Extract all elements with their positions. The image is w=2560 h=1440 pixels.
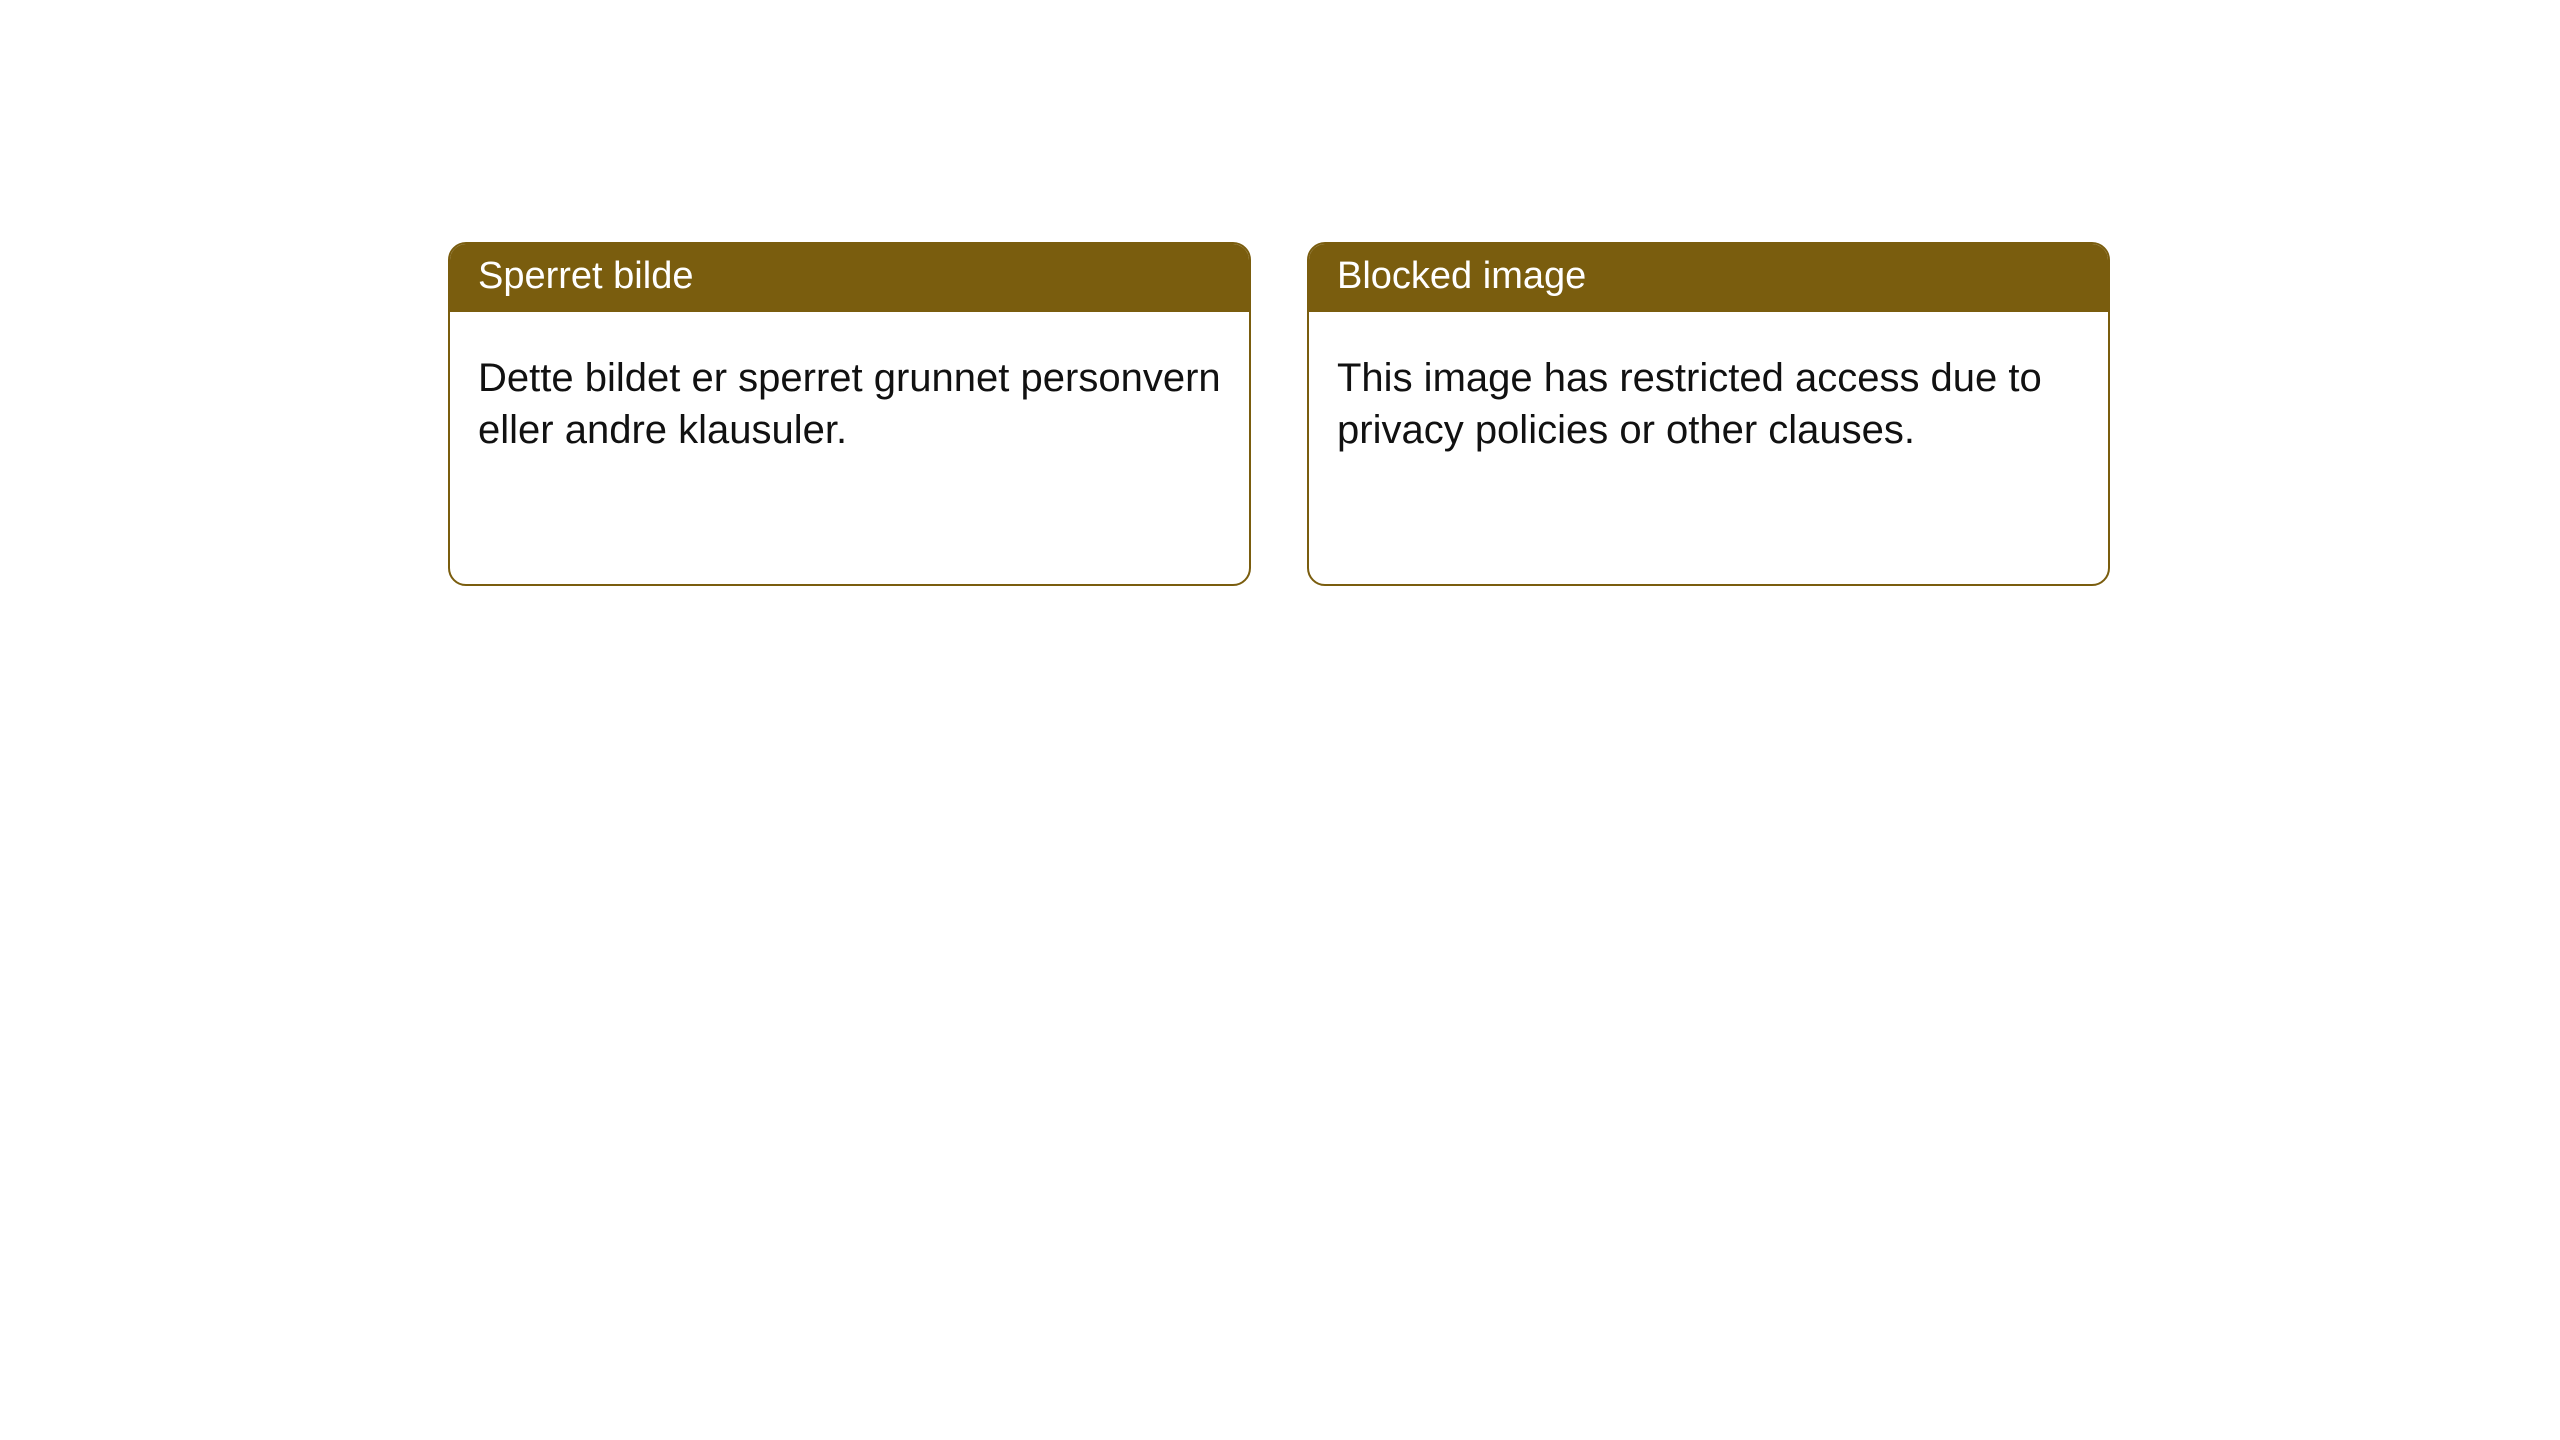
card-header-en: Blocked image — [1309, 244, 2108, 312]
card-body-no: Dette bildet er sperret grunnet personve… — [450, 312, 1249, 584]
blocked-image-card-no: Sperret bilde Dette bildet er sperret gr… — [448, 242, 1251, 586]
notice-container: Sperret bilde Dette bildet er sperret gr… — [0, 0, 2560, 586]
card-header-no: Sperret bilde — [450, 244, 1249, 312]
card-body-en: This image has restricted access due to … — [1309, 312, 2108, 584]
blocked-image-card-en: Blocked image This image has restricted … — [1307, 242, 2110, 586]
